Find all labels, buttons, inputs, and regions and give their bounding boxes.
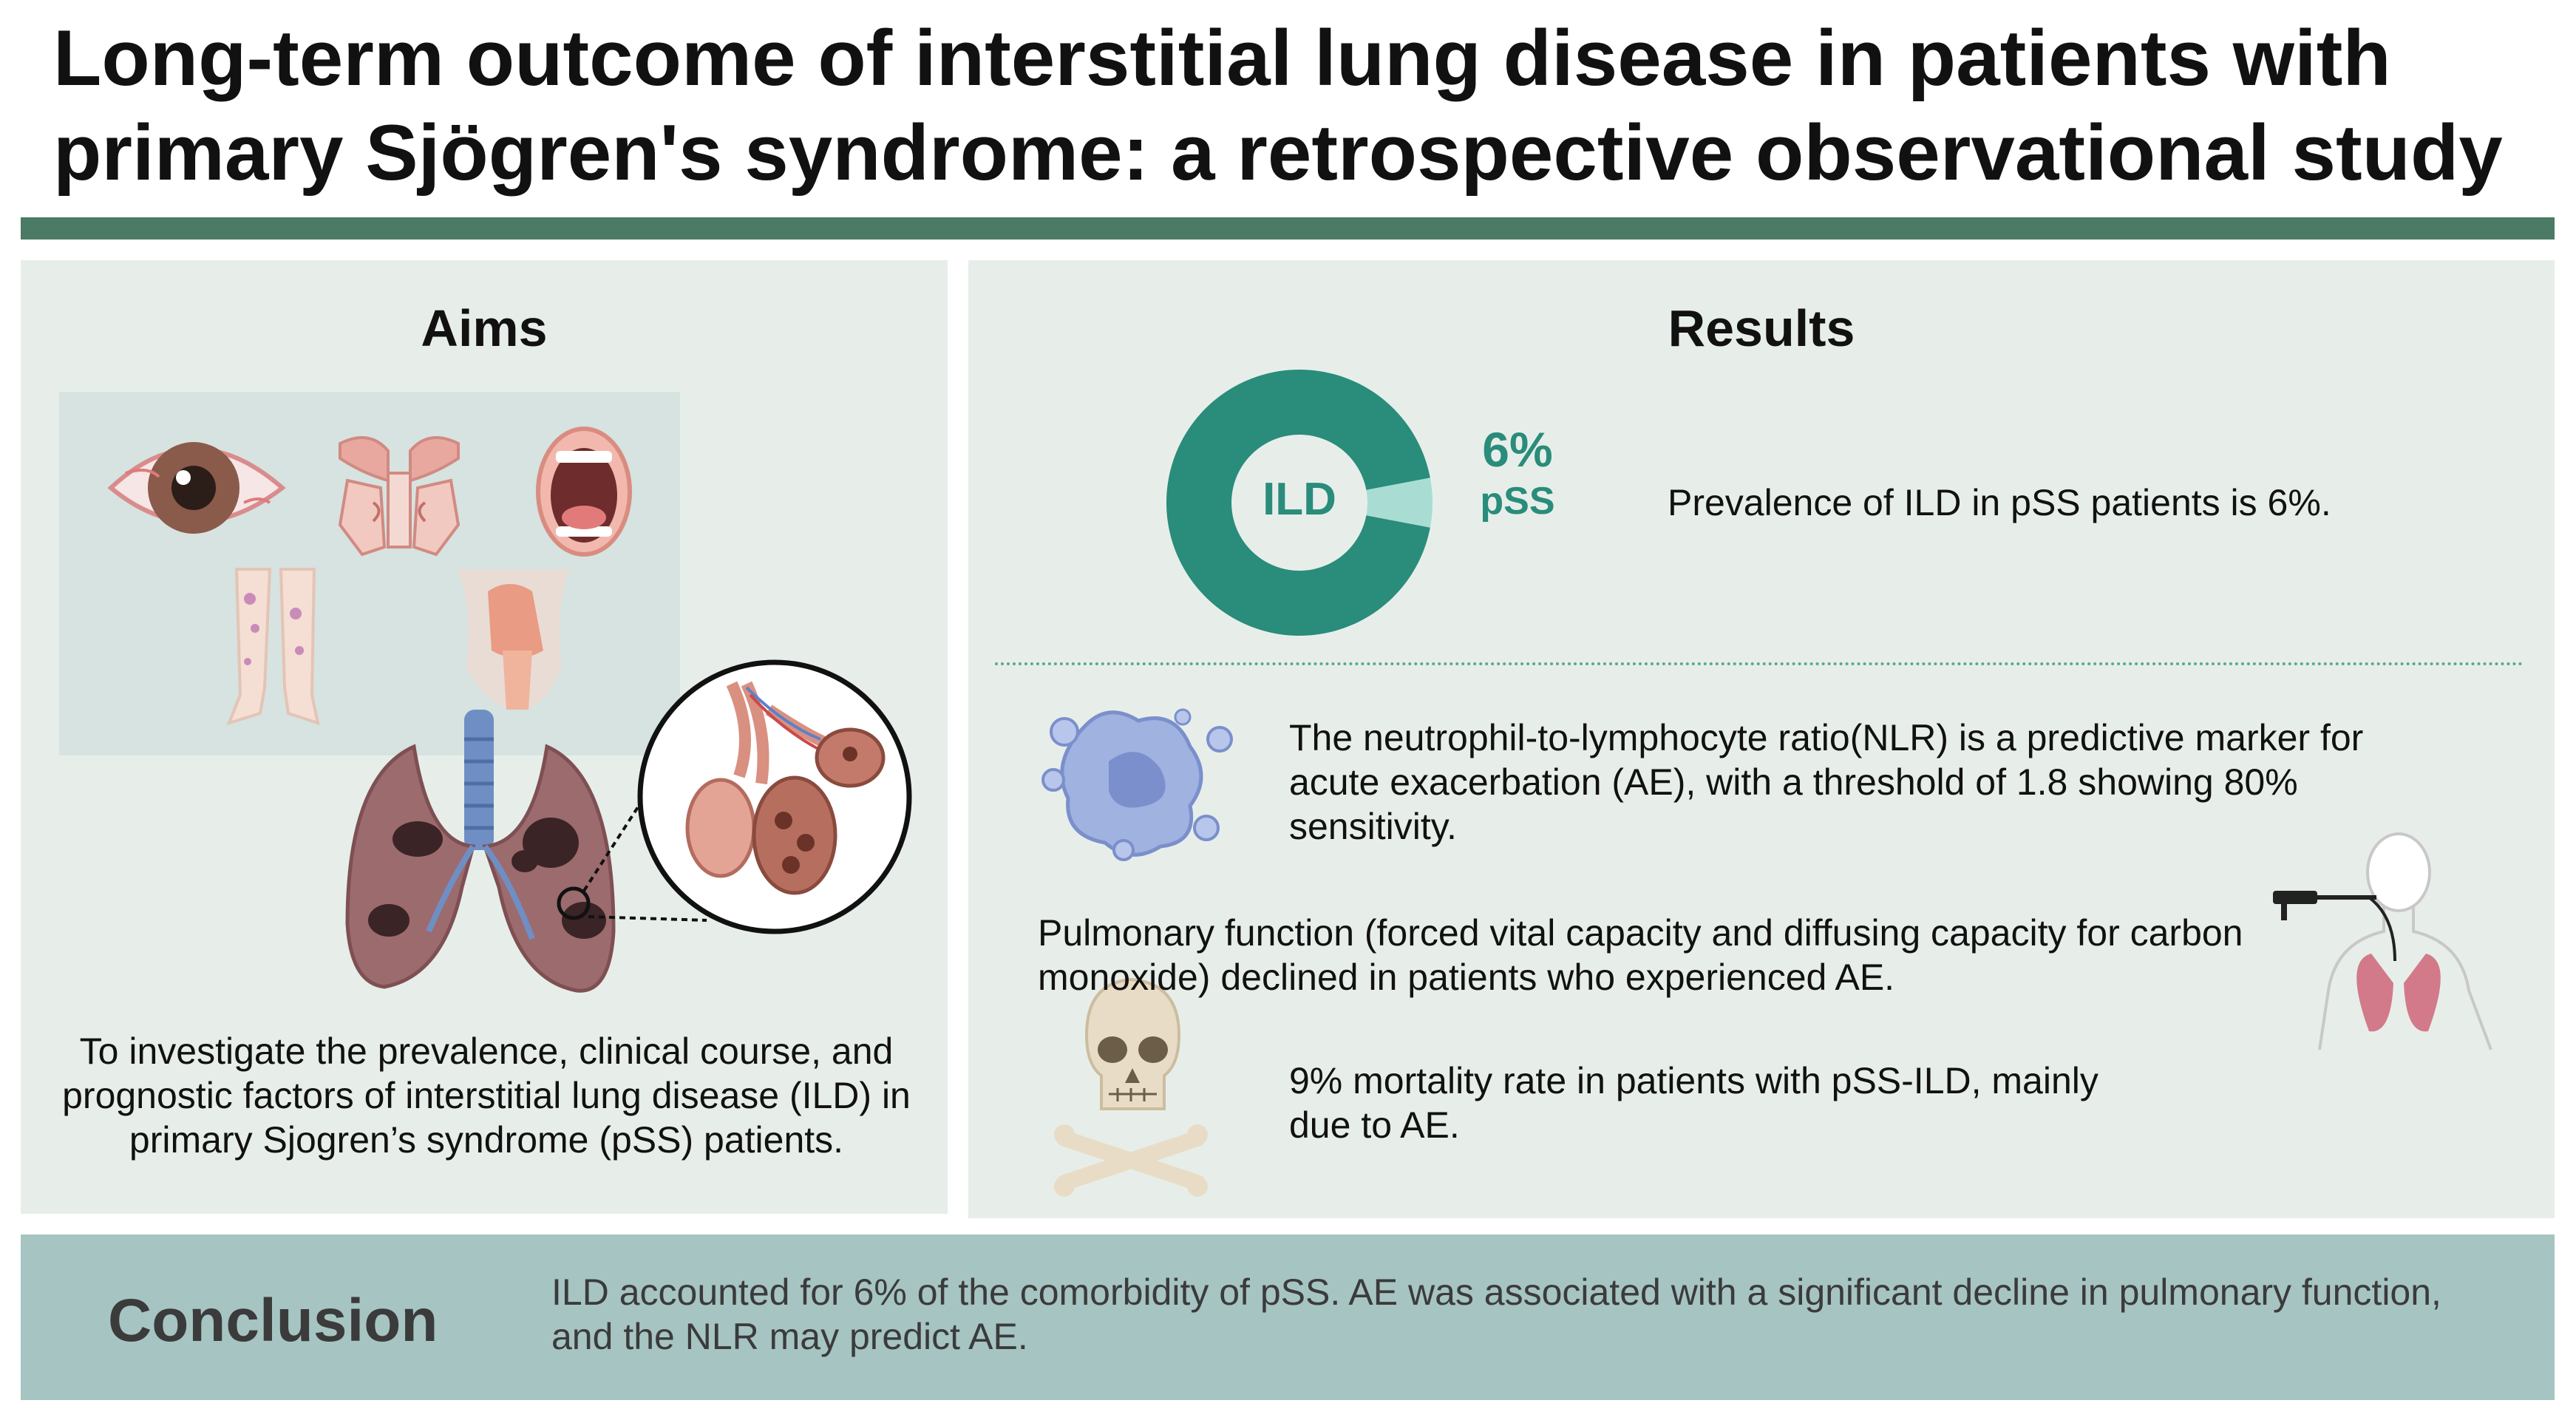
conclusion-text: ILD accounted for 6% of the comorbidity … — [551, 1271, 2441, 1357]
conclusion-label: Conclusion — [108, 1287, 438, 1354]
aims-heading: Aims — [421, 299, 548, 357]
results-divider — [995, 662, 2524, 665]
results-heading: Results — [1668, 299, 1855, 357]
prevalence-text: Prevalence of ILD in pSS patients is 6%. — [1668, 482, 2331, 523]
conclusion-panel: Conclusion ILD accounted for 6% of the c… — [21, 1234, 2555, 1400]
donut-center-label: ILD — [1262, 474, 1336, 525]
nlr-text: The neutrophil-to-lymphocyte ratio(NLR) … — [1289, 717, 2364, 847]
aims-text: To investigate the prevalence, clinical … — [62, 1030, 911, 1161]
title-divider-bar — [21, 217, 2555, 240]
symptoms-illustration-box — [59, 392, 680, 755]
mortality-text: 9% mortality rate in patients with pSS-I… — [1289, 1060, 2098, 1146]
aims-panel: Aims To investigate the prevalence, clin… — [21, 260, 948, 1214]
donut-percent-label: 6% — [1482, 422, 1553, 477]
page-title: Long-term outcome of interstitial lung d… — [53, 13, 2503, 197]
donut-sub-label: pSS — [1480, 480, 1555, 523]
pulmonary-function-text: Pulmonary function (forced vital capacit… — [1038, 912, 2243, 998]
